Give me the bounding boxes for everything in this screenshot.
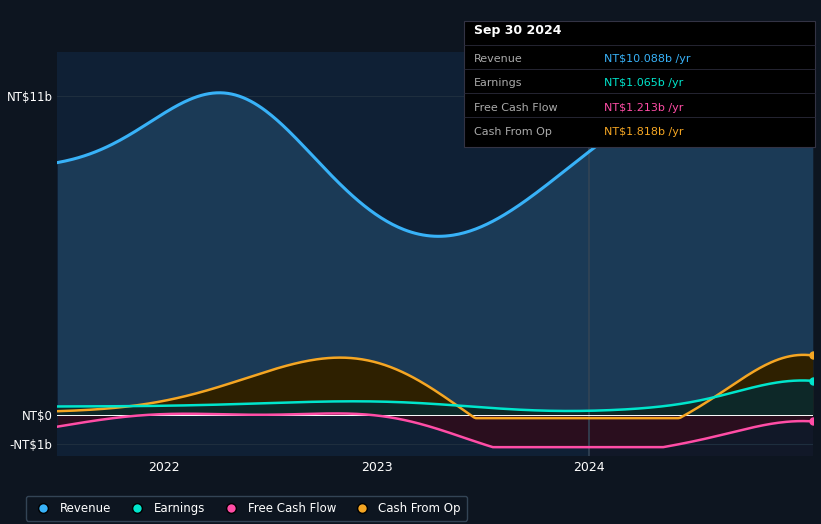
- Text: NT$1.065b /yr: NT$1.065b /yr: [603, 79, 683, 89]
- Bar: [589, 52, 813, 456]
- Text: NT$1.818b /yr: NT$1.818b /yr: [603, 127, 683, 137]
- Text: Sep 30 2024: Sep 30 2024: [474, 24, 562, 37]
- Text: Revenue: Revenue: [474, 54, 522, 64]
- Text: Free Cash Flow: Free Cash Flow: [474, 103, 557, 113]
- Text: Past: Past: [779, 96, 802, 106]
- Text: NT$10.088b /yr: NT$10.088b /yr: [603, 54, 690, 64]
- Text: Earnings: Earnings: [474, 79, 522, 89]
- Text: Cash From Op: Cash From Op: [474, 127, 552, 137]
- Legend: Revenue, Earnings, Free Cash Flow, Cash From Op: Revenue, Earnings, Free Cash Flow, Cash …: [25, 496, 467, 520]
- Text: NT$1.213b /yr: NT$1.213b /yr: [603, 103, 683, 113]
